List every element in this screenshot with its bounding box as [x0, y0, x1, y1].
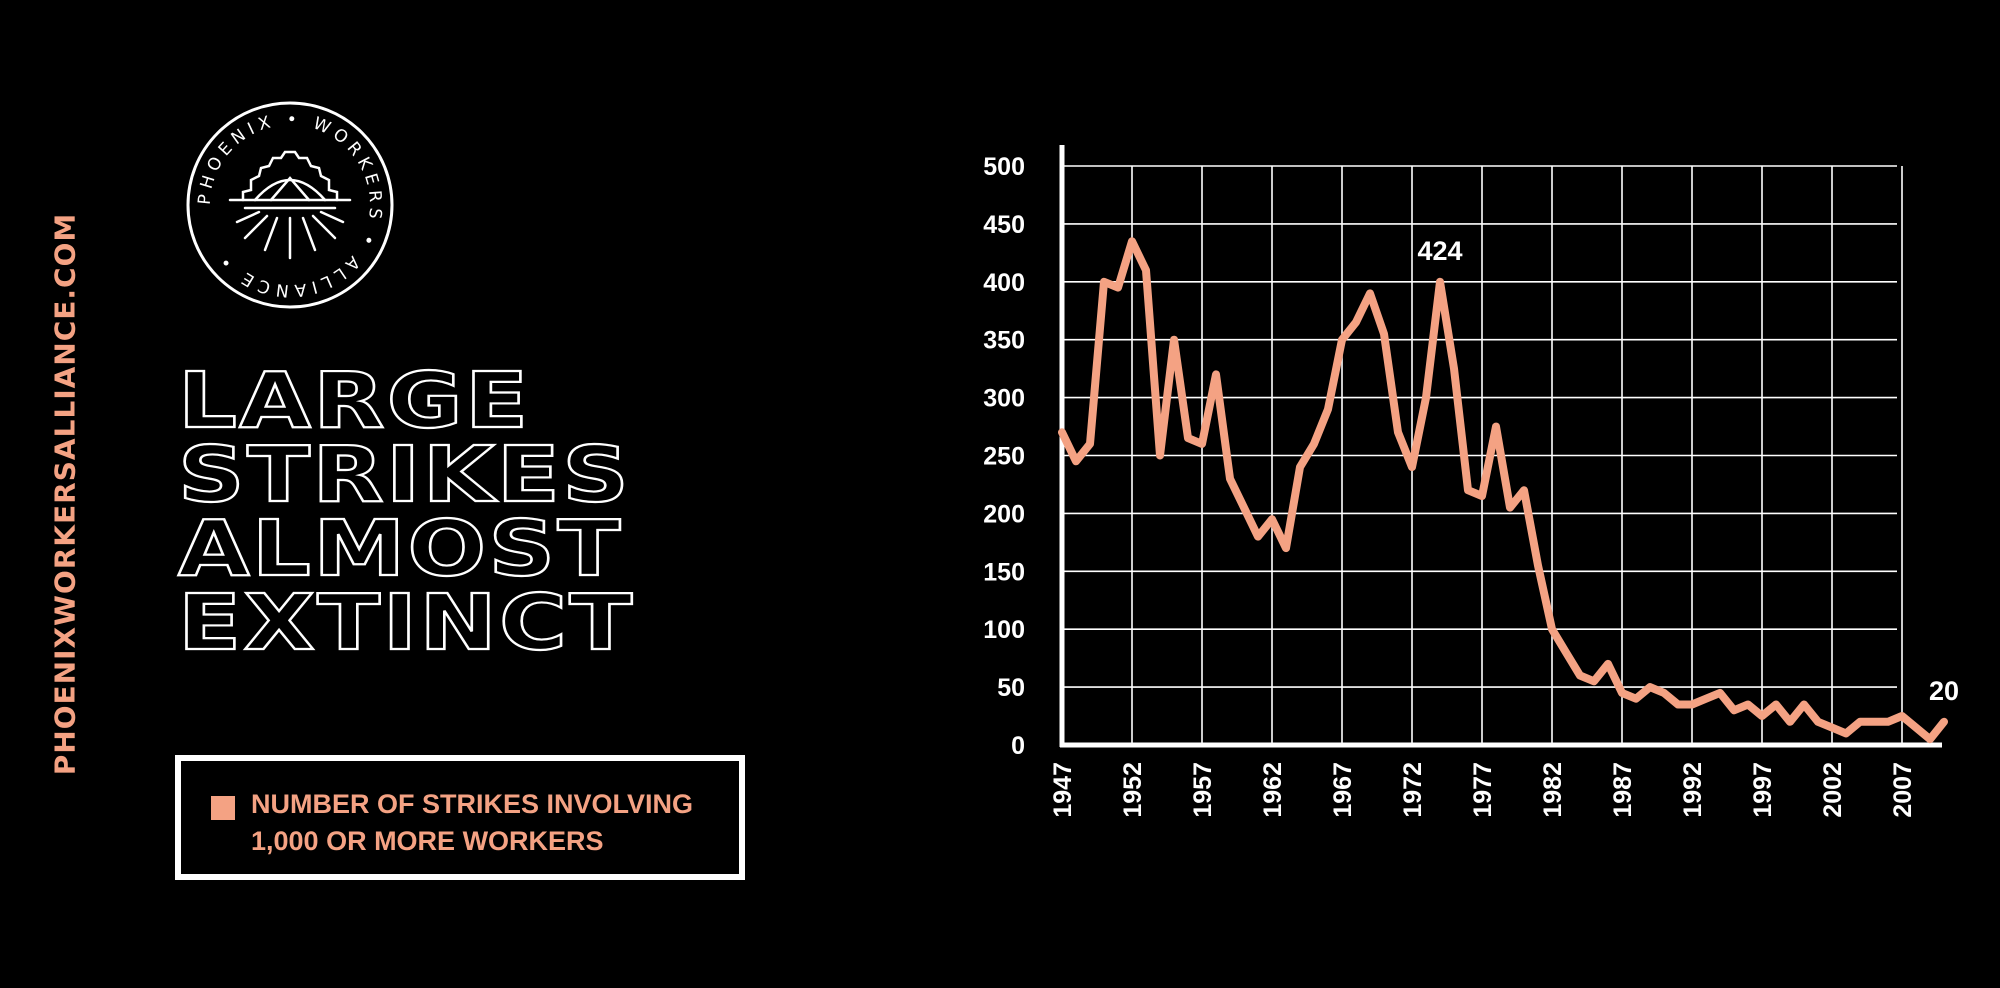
legend-swatch [211, 796, 235, 820]
headline-line: EXTINCT [177, 579, 635, 668]
x-tick-label: 1967 [1329, 762, 1357, 818]
headline-line: ALMOST [177, 505, 623, 594]
phoenix-workers-alliance-logo: PHOENIX • WORKERS • ALLIANCE • [186, 101, 394, 309]
headline-line: STRIKES [177, 431, 632, 520]
headline-line: LARGE [177, 357, 531, 446]
x-tick-label: 1987 [1609, 762, 1637, 818]
headline: LARGE STRIKES ALMOST EXTINCT [177, 357, 635, 668]
y-tick-label: 500 [983, 153, 1025, 181]
x-tick-label: 1957 [1189, 762, 1217, 818]
y-tick-label: 400 [983, 269, 1025, 297]
data-label: 20 [1929, 676, 1959, 706]
x-tick-label: 2002 [1819, 762, 1847, 818]
x-tick-label: 2007 [1889, 762, 1917, 818]
y-tick-label: 100 [983, 616, 1025, 644]
y-tick-label: 150 [983, 558, 1025, 586]
rising-sun-gear-icon [228, 150, 352, 260]
y-tick-label: 0 [1011, 732, 1025, 760]
x-tick-label: 1997 [1749, 762, 1777, 818]
y-tick-label: 50 [997, 674, 1025, 702]
chart-legend: NUMBER OF STRIKES INVOLVING 1,000 OR MOR… [175, 755, 745, 880]
logo-ring [186, 101, 394, 309]
x-tick-label: 1972 [1399, 762, 1427, 818]
x-tick-label: 1982 [1539, 762, 1567, 818]
x-tick-label: 1952 [1119, 762, 1147, 818]
x-tick-label: 1977 [1469, 762, 1497, 818]
legend-label: NUMBER OF STRIKES INVOLVING 1,000 OR MOR… [251, 789, 694, 856]
y-tick-label: 200 [983, 500, 1025, 528]
y-tick-label: 250 [983, 443, 1025, 471]
y-tick-label: 300 [983, 385, 1025, 413]
x-tick-label: 1992 [1679, 762, 1707, 818]
y-tick-label: 350 [983, 327, 1025, 355]
data-label: 424 [1417, 236, 1462, 266]
y-tick-label: 450 [983, 211, 1025, 239]
x-tick-label: 1947 [1049, 762, 1077, 818]
series-line [1058, 237, 1948, 744]
x-tick-label: 1962 [1259, 762, 1287, 818]
